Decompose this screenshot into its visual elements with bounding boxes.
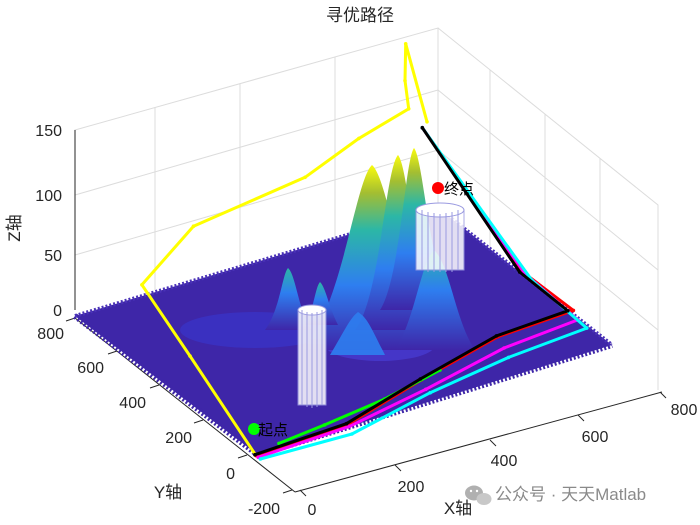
- start-label: 起点: [258, 422, 288, 439]
- y-axis-line: [74, 317, 296, 493]
- y-tick-label: 800: [37, 326, 64, 343]
- path-point: [277, 441, 281, 446]
- y-tick-label: -200: [248, 501, 280, 518]
- z-tick-label: 50: [44, 248, 62, 265]
- path-point: [403, 42, 408, 46]
- x-tick-label: 0: [308, 502, 317, 519]
- path-point: [494, 334, 499, 338]
- x-tick-labels: 0 200 400 600 800: [308, 402, 698, 519]
- grid-z-100-left: [74, 89, 439, 196]
- end-marker: [432, 182, 444, 194]
- y-tick-0: [237, 454, 248, 459]
- grid-z-50-left: [74, 149, 439, 256]
- grid-z-50-right: [437, 149, 659, 331]
- path-point: [253, 452, 257, 457]
- path-point: [403, 78, 407, 83]
- z-tick-label: 0: [53, 303, 62, 320]
- x-tick-600: [577, 414, 585, 422]
- path-point: [424, 387, 428, 392]
- path-point: [140, 283, 144, 287]
- path-point: [347, 424, 352, 429]
- path-series-0: [140, 42, 429, 457]
- chart-title: 寻优路径: [326, 6, 394, 25]
- path-point: [191, 224, 196, 228]
- x-axis-line: [294, 391, 663, 493]
- start-marker: [248, 423, 260, 435]
- y-tick-label: 0: [226, 466, 235, 483]
- path-series-layer: [140, 42, 589, 461]
- path-point: [585, 326, 589, 330]
- path-point: [258, 457, 263, 461]
- x-tick-label: 200: [398, 479, 425, 496]
- peak: [395, 250, 475, 350]
- peak: [330, 312, 385, 355]
- watermark-text: 公众号 · 天天Matlab: [495, 485, 646, 504]
- path-point: [303, 175, 307, 180]
- y-tick-label: 600: [77, 360, 104, 377]
- path-point: [188, 354, 192, 358]
- path-point: [350, 432, 354, 436]
- path-point: [425, 120, 429, 124]
- path-point: [517, 270, 522, 274]
- x-tick-label: 400: [491, 453, 518, 470]
- path-point: [420, 125, 425, 130]
- y-tick-400: [149, 384, 160, 389]
- watermark: 公众号 · 天天Matlab: [465, 485, 646, 505]
- wechat-icon: [465, 485, 492, 505]
- y-tick-600: [107, 350, 118, 355]
- path-point: [571, 308, 576, 313]
- x-tick-0: [299, 489, 307, 497]
- path-point: [344, 421, 349, 426]
- y-axis-label: Y轴: [154, 483, 182, 502]
- z-axis-label: Z轴: [5, 214, 24, 241]
- x-tick-label: 600: [582, 429, 609, 446]
- x-tick-200: [394, 464, 402, 472]
- x-tick-800: [659, 391, 667, 399]
- z-tick-labels: 0 50 100 150: [35, 123, 62, 320]
- path-point: [418, 377, 423, 381]
- x-tick-400: [489, 439, 497, 447]
- grid-z-100-right: [437, 89, 659, 271]
- axes-box: [74, 27, 659, 390]
- x-axis-label: X轴: [444, 499, 472, 518]
- path-point: [506, 355, 511, 360]
- axis-lines: [65, 130, 667, 497]
- y-tick-label: 400: [119, 395, 146, 412]
- back-wall-right: [437, 27, 659, 390]
- path-point: [322, 423, 327, 427]
- z-tick-label: 100: [35, 188, 62, 205]
- path-point: [502, 346, 506, 350]
- y-tick-label: 200: [165, 430, 192, 447]
- path-point: [357, 136, 361, 141]
- z-tick-label: 150: [35, 123, 62, 140]
- cylinders: [297, 202, 465, 408]
- path-point: [406, 107, 411, 111]
- end-label: 终点: [444, 181, 474, 198]
- y-tick-m200: [282, 489, 293, 494]
- x-tick-label: 800: [671, 402, 698, 419]
- y-tick-labels: 800 600 400 200 0 -200: [37, 326, 280, 518]
- path-point: [566, 309, 570, 313]
- y-tick-200: [193, 419, 204, 424]
- path-point: [428, 390, 433, 395]
